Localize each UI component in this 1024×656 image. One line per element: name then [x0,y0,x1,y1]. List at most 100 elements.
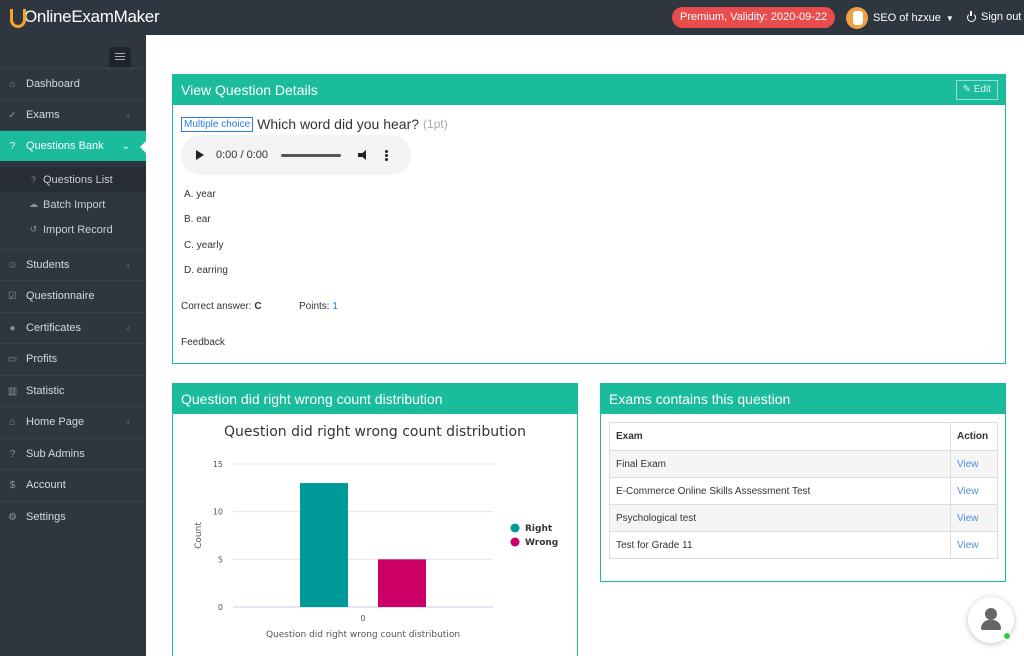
sidebar-item-label: Dashboard [26,78,80,90]
chevron-down-icon: ⌄ [121,140,130,152]
sidebar-item-label: Sub Admins [26,448,85,460]
view-link[interactable]: View [950,531,998,559]
more-options-icon[interactable] [385,149,388,161]
edit-button[interactable]: ✎ Edit [955,80,998,100]
audio-progress-bar[interactable] [281,153,341,157]
bar-chart-icon: ▥ [7,385,18,397]
sidebar-subitem-import-record[interactable]: ↺ Import Record [0,217,146,242]
question-text: Which word did you hear? [257,116,420,132]
panel-title: Question did right wrong count distribut… [173,384,577,414]
bar-right[interactable] [300,483,348,607]
chevron-left-icon: ‹ [126,322,130,334]
sidebar-subitem-label: Batch Import [43,198,106,211]
chevron-left-icon: ‹ [126,259,130,271]
panel-title: Exams contains this question [601,384,1005,414]
view-link[interactable]: View [950,477,998,505]
feedback-label: Feedback [181,337,225,348]
legend-label[interactable]: Wrong [525,538,558,548]
table-row: Final Exam View [609,450,998,478]
sidebar-item-profits[interactable]: ▭ Profits [0,343,146,374]
question-circle-icon: ? [30,174,36,185]
premium-badge[interactable]: Premium, Validity: 2020-09-22 [672,7,836,28]
sidebar-item-students[interactable]: ☺ Students ‹ [0,249,146,280]
checkbox-icon: ☑ [8,290,17,302]
menu-toggle-icon[interactable] [109,47,131,67]
support-agent-icon [985,608,997,620]
option-a: A. year [184,189,216,200]
volume-icon[interactable] [358,150,369,160]
chart-y-axis-label: Count [194,522,204,549]
question-details-panel: View Question Details ✎ Edit Multiple ch… [172,74,1006,364]
user-name: SEO of hzxue [873,12,941,24]
sidebar-item-home-page[interactable]: ⌂ Home Page ‹ [0,406,146,437]
chevron-left-icon: ‹ [126,416,130,428]
chart-title: Question did right wrong count distribut… [224,424,526,440]
sidebar-item-questionnaire[interactable]: ☑ Questionnaire [0,280,146,311]
option-d: D. earring [184,265,228,276]
table-row: Psychological test View [609,504,998,532]
question-body: Multiple choice Which word did you hear?… [173,105,1005,363]
sidebar-subitem-label: Questions List [43,173,113,186]
sidebar-subitem-batch-import[interactable]: ☁ Batch Import [0,192,146,217]
sidebar: ⌂ Dashboard ✓ Exams ‹ ? Questions Bank ⌄… [0,35,147,656]
user-menu[interactable]: SEO of hzxue ▼ [846,7,954,29]
legend-label[interactable]: Right [525,524,553,534]
sidebar-item-label: Statistic [26,385,65,397]
signout-button[interactable]: Sign out [967,10,1022,23]
y-tick-label: 15 [213,460,223,469]
exams-table: Exam Action Final Exam View E-Commerce O… [609,422,998,559]
distribution-panel: Question did right wrong count distribut… [172,383,578,656]
support-chat-button[interactable] [968,597,1014,643]
sidebar-item-questions-bank[interactable]: ? Questions Bank ⌄ [0,130,147,161]
sidebar-subitem-questions-list[interactable]: ? Questions List [0,167,146,192]
sidebar-item-exams[interactable]: ✓ Exams ‹ [0,99,146,130]
audio-player[interactable]: 0:00 / 0:00 [181,135,411,175]
logo[interactable]: OnlineExamMaker [8,7,160,28]
chevron-down-icon: ▼ [945,13,954,23]
top-bar: OnlineExamMaker Premium, Validity: 2020-… [0,0,1024,35]
sidebar-item-label: Questions Bank [26,140,104,152]
medal-icon: ● [9,322,16,334]
view-link[interactable]: View [950,450,998,478]
option-b: B. ear [184,214,211,225]
column-header-exam: Exam [609,422,951,451]
play-icon[interactable] [196,150,204,160]
avatar [846,7,868,29]
column-header-action: Action [950,422,998,451]
view-link[interactable]: View [950,504,998,532]
table-row: Test for Grade 11 View [609,531,998,559]
home-icon: ⌂ [9,78,16,90]
chart-x-axis-label: Question did right wrong count distribut… [266,630,460,640]
exam-cell: Psychological test [609,504,951,532]
question-circle-icon: ? [9,140,16,152]
table-row: E-Commerce Online Skills Assessment Test… [609,477,998,505]
sidebar-item-dashboard[interactable]: ⌂ Dashboard [0,68,146,99]
history-icon: ↺ [29,224,38,234]
sidebar-item-settings[interactable]: ⚙ Settings [0,501,146,532]
gear-icon: ⚙ [8,511,17,523]
option-c: C. yearly [184,240,224,251]
signout-label: Sign out [981,11,1022,23]
support-agent-body [981,620,1001,630]
sidebar-item-account[interactable]: $ Account [0,469,146,500]
check-circle-icon: ✓ [8,109,17,121]
question-line: Multiple choice Which word did you hear?… [181,116,448,132]
bar-wrong[interactable] [378,559,426,607]
power-icon [967,10,976,22]
house-icon: ⌂ [9,416,16,428]
points-value: 1 [332,301,338,312]
sidebar-item-statistic[interactable]: ▥ Statistic [0,375,146,406]
credit-card-icon: ▭ [7,353,18,365]
users-icon: ☺ [7,259,18,271]
question-circle-icon: ? [9,448,16,460]
points: Points: 1 [299,301,338,312]
audio-time: 0:00 / 0:00 [216,149,268,161]
correct-answer: Correct answer: C [181,301,262,312]
points-label: Points: [299,301,330,312]
exams-panel: Exams contains this question Exam Action… [600,383,1006,582]
sidebar-item-certificates[interactable]: ● Certificates ‹ [0,312,146,343]
y-tick-label: 5 [218,555,223,564]
distribution-chart: Question did right wrong count distribut… [194,424,558,640]
sidebar-item-sub-admins[interactable]: ? Sub Admins [0,438,146,469]
sidebar-item-label: Profits [26,353,58,365]
